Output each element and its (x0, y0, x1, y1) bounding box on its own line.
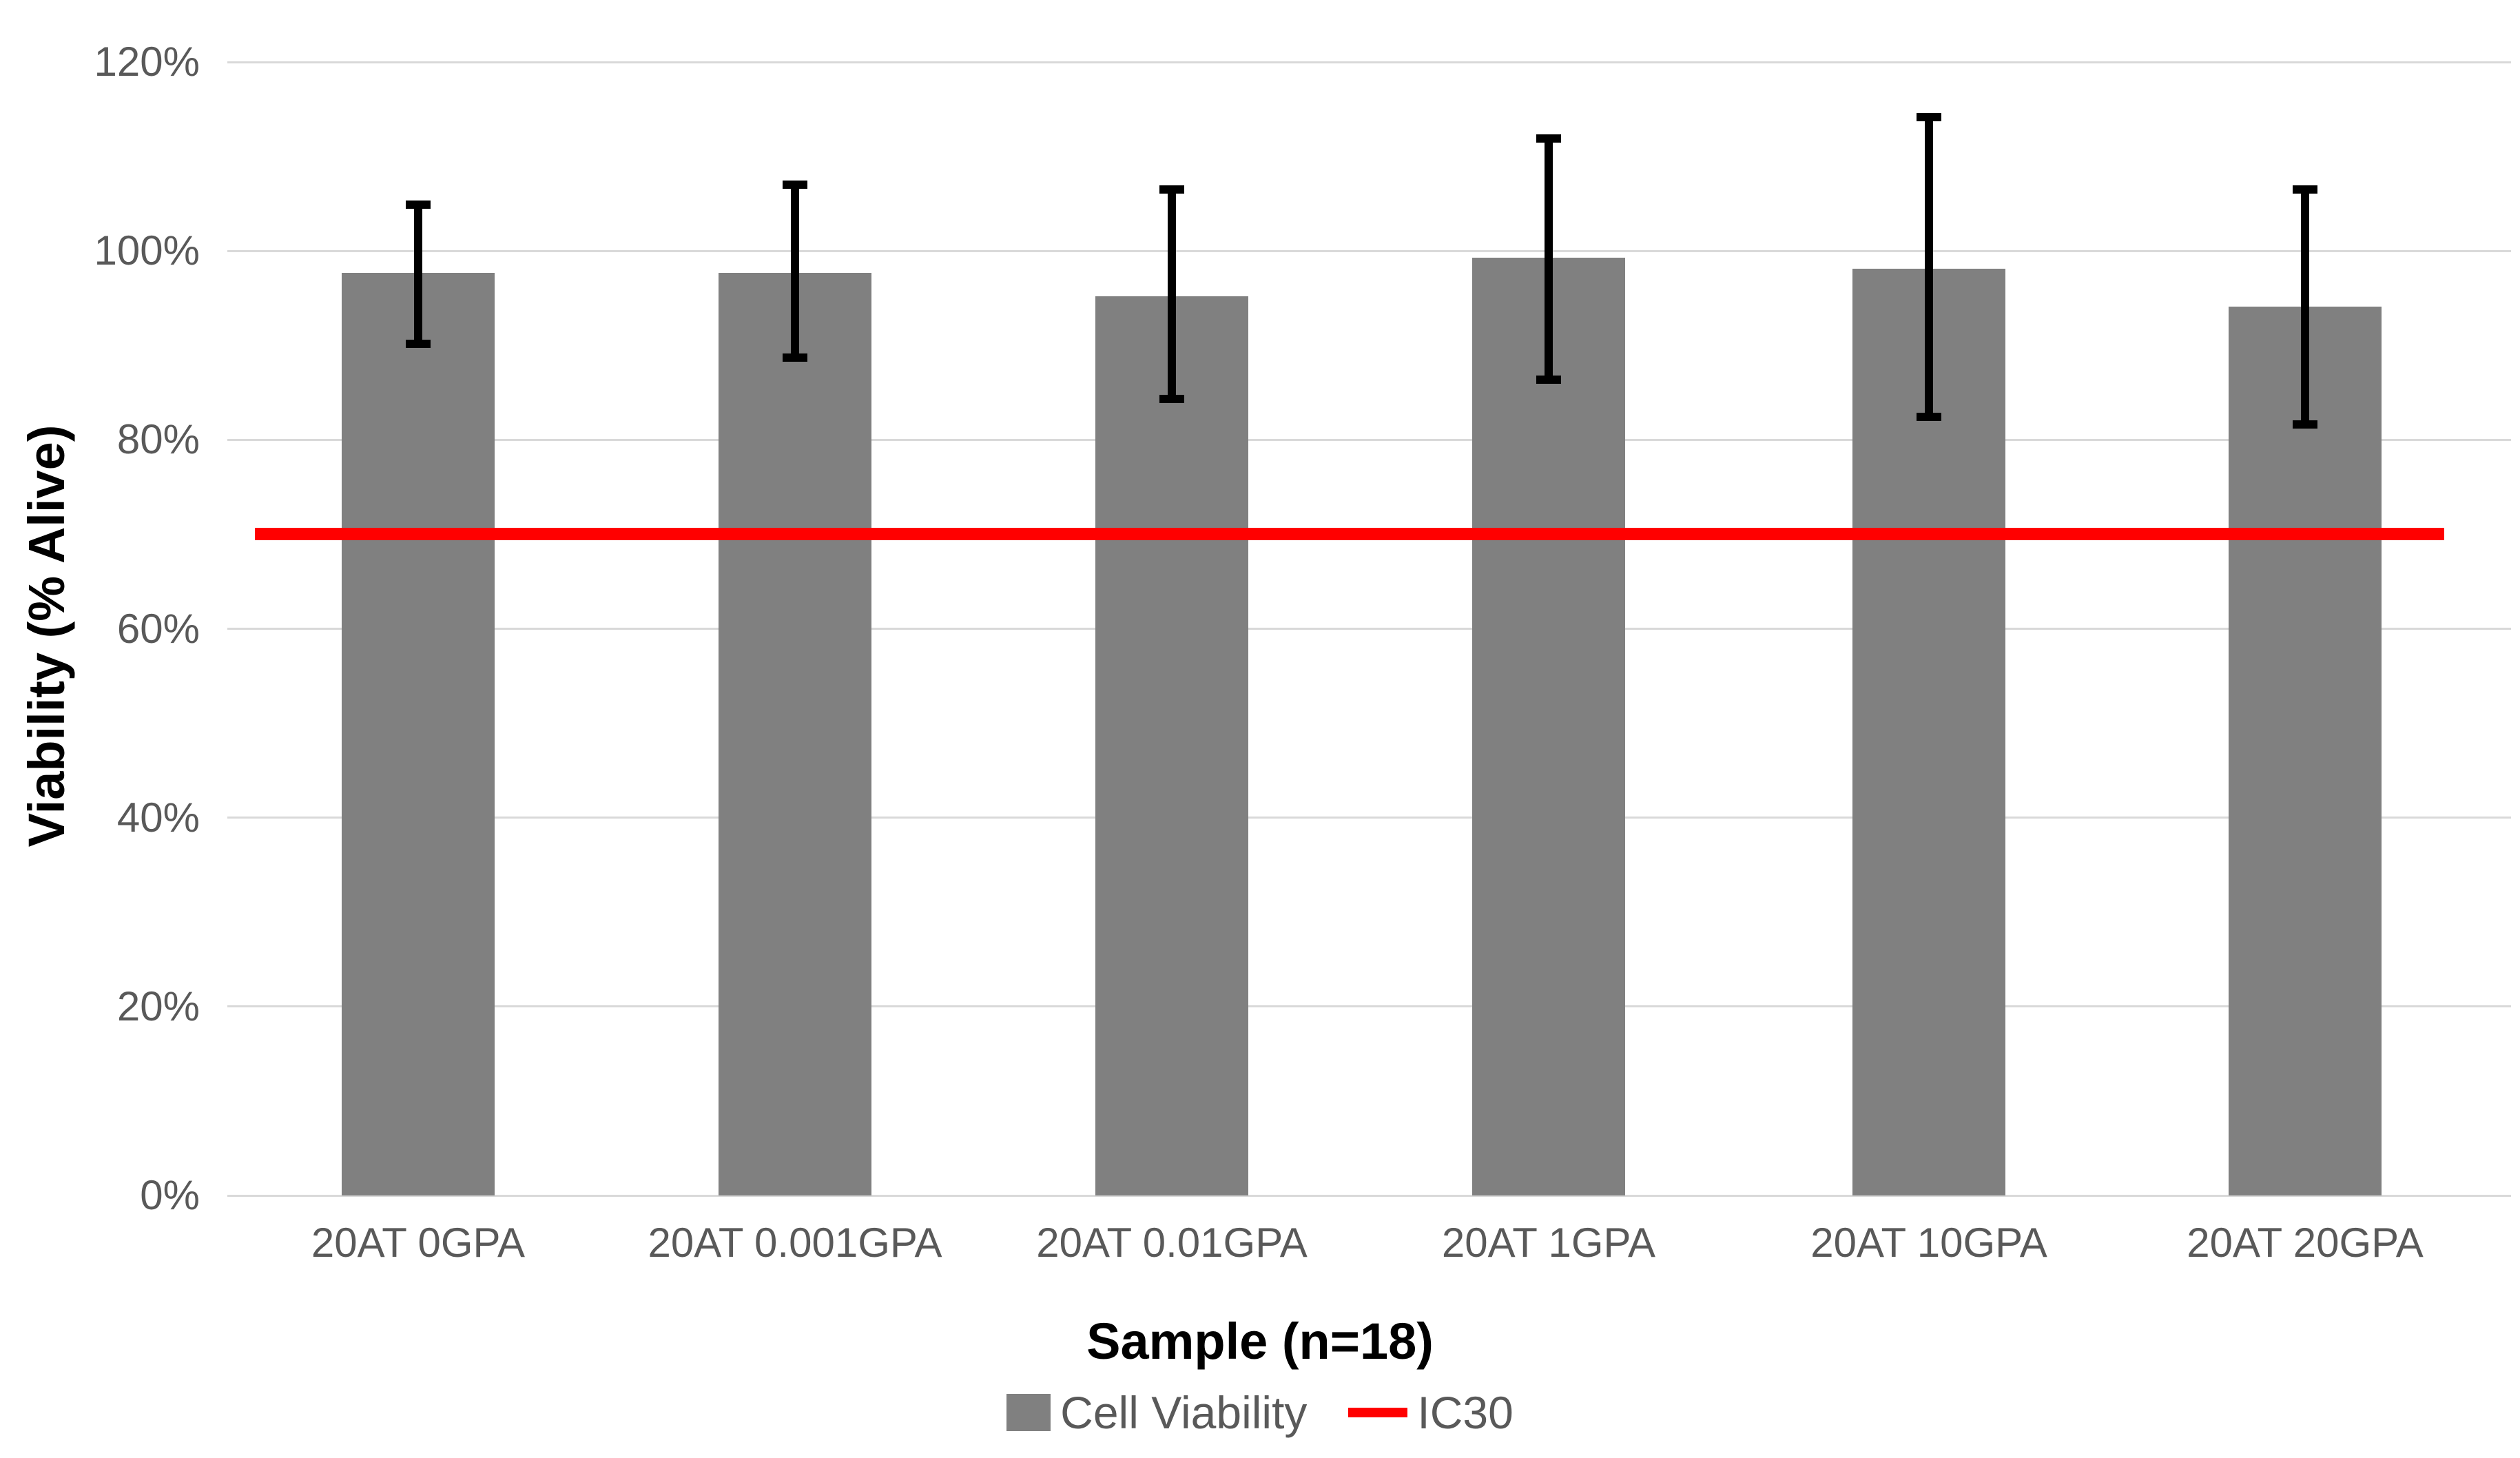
bar-20AT 20GPA (2229, 307, 2382, 1195)
gridline-0 (227, 1194, 2511, 1197)
x-tick-label-20AT 1GPA: 20AT 1GPA (1441, 1220, 1656, 1266)
error-bar-20AT 0GPA (414, 204, 422, 344)
error-bar-cap-top-20AT 0.001GPA (783, 181, 807, 189)
error-bar-cap-bottom-20AT 10GPA (1917, 413, 1941, 422)
y-tick-label-60: 60% (116, 605, 200, 652)
y-tick-label-0: 0% (140, 1172, 200, 1218)
error-bar-20AT 20GPA (2301, 189, 2309, 425)
error-bar-cap-bottom-20AT 0GPA (406, 339, 431, 348)
y-tick-label-120: 120% (94, 39, 200, 85)
error-bar-cap-top-20AT 20GPA (2293, 185, 2317, 194)
y-tick-label-20: 20% (116, 983, 200, 1029)
x-tick-label-20AT 0GPA: 20AT 0GPA (311, 1220, 526, 1266)
legend-item-ic30: IC30 (1348, 1387, 1514, 1438)
legend-label-cell-viability: Cell Viability (1060, 1387, 1308, 1438)
x-tick-label-20AT 0.01GPA: 20AT 0.01GPA (1036, 1220, 1308, 1266)
error-bar-cap-bottom-20AT 0.01GPA (1159, 395, 1184, 404)
error-bar-cap-top-20AT 0.01GPA (1159, 185, 1184, 194)
y-tick-label-40: 40% (116, 794, 200, 841)
error-bar-cap-bottom-20AT 0.001GPA (783, 353, 807, 362)
x-tick-label-20AT 10GPA: 20AT 10GPA (1810, 1220, 2047, 1266)
ic30-line (255, 528, 2444, 541)
x-tick-label-20AT 0.001GPA: 20AT 0.001GPA (648, 1220, 942, 1266)
y-tick-label-100: 100% (94, 227, 200, 274)
bar-20AT 0.01GPA (1095, 296, 1248, 1195)
error-bar-20AT 0.001GPA (791, 185, 799, 358)
error-bar-cap-top-20AT 0GPA (406, 200, 431, 209)
gridline-120 (227, 61, 2511, 63)
y-tick-label-80: 80% (116, 416, 200, 463)
gridline-20 (227, 1005, 2511, 1008)
gridline-80 (227, 438, 2511, 441)
bar-20AT 10GPA (1852, 269, 2005, 1195)
bar-20AT 0GPA (342, 272, 495, 1195)
x-axis-title: Sample (n=18) (1086, 1313, 1434, 1370)
error-bar-cap-bottom-20AT 20GPA (2293, 420, 2317, 429)
plot-area (227, 61, 2511, 1197)
gridline-100 (227, 249, 2511, 252)
x-tick-label-20AT 20GPA: 20AT 20GPA (2187, 1220, 2424, 1266)
bar-20AT 1GPA (1472, 257, 1625, 1195)
ic30-line-swatch-icon (1348, 1408, 1408, 1417)
error-bar-20AT 1GPA (1545, 138, 1553, 380)
gridline-40 (227, 817, 2511, 819)
error-bar-20AT 10GPA (1925, 116, 1933, 418)
error-bar-cap-bottom-20AT 1GPA (1536, 375, 1561, 384)
bar-20AT 0.001GPA (719, 272, 871, 1195)
error-bar-cap-top-20AT 10GPA (1917, 112, 1941, 121)
legend-label-ic30: IC30 (1417, 1387, 1514, 1438)
gridline-60 (227, 628, 2511, 630)
cell-viability-swatch-icon (1006, 1394, 1051, 1431)
legend: Cell Viability IC30 (0, 1378, 2520, 1447)
error-bar-20AT 0.01GPA (1168, 189, 1176, 400)
error-bar-cap-top-20AT 1GPA (1536, 134, 1561, 143)
legend-item-cell-viability: Cell Viability (1006, 1388, 1307, 1437)
